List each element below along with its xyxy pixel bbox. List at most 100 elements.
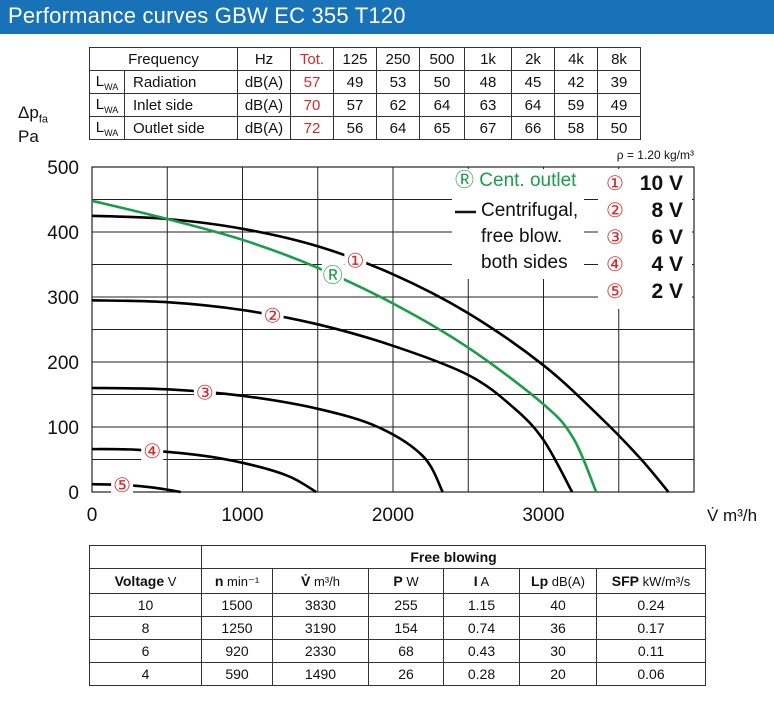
voltage-legend-value: 8 V (651, 199, 683, 222)
x-axis-label: V̇ m³/h (707, 506, 757, 525)
curve-centrifugal (91, 447, 317, 494)
sound-row-value: 63 (464, 93, 512, 117)
free-blowing-cell: 1490 (272, 662, 369, 686)
sound-row-value: 50 (597, 116, 641, 140)
sound-table-header-cell: 2k (511, 47, 555, 71)
sound-row-value: 64 (511, 93, 555, 117)
free-blowing-cell: 0.74 (443, 616, 520, 640)
x-tick-label: 2000 (372, 505, 414, 526)
x-tick-label: 1000 (221, 505, 263, 526)
sound-row-value: 66 (511, 116, 555, 140)
sound-power-table: Frequency Hz Tot. 125 250 500 1k 2k 4k 8k LWA Radia… (89, 47, 641, 140)
sound-row-value: 58 (554, 116, 598, 140)
free-blowing-cell: 8 (89, 616, 202, 640)
sound-row-value: 65 (419, 116, 465, 140)
curve-label: ⑤ (113, 475, 131, 497)
sound-row-value: 45 (511, 70, 555, 94)
voltage-legend-value: 10 V (640, 172, 683, 195)
free-blowing-row: 4 590 1490 26 0.28 20 0.06 (89, 662, 706, 686)
sound-row-label: Radiation (124, 70, 238, 94)
curve-label: ② (264, 306, 282, 328)
free-blowing-row: 8 1250 3190 154 0.74 36 0.17 (89, 616, 706, 640)
voltage-legend-value: 2 V (651, 280, 683, 303)
free-blowing-header-cell: Voltage V (89, 568, 202, 594)
y-tick-label: 200 (47, 353, 79, 374)
sound-row-value: 59 (554, 93, 598, 117)
voltage-legend-mark: ② (606, 200, 624, 222)
sound-row-label: Outlet side (124, 116, 238, 140)
curve-label-bg (261, 304, 284, 327)
sound-table-header-cell: Frequency (89, 47, 238, 71)
x-tick-label: 3000 (522, 505, 564, 526)
y-tick-label: 500 (47, 158, 79, 179)
sound-row-total: 57 (290, 70, 334, 94)
legend-box (452, 169, 584, 279)
voltage-legend-mark: ④ (606, 254, 624, 276)
curve-label: ① (346, 250, 364, 272)
sound-row-value: 39 (597, 70, 641, 94)
sound-row-value: 57 (333, 93, 377, 117)
y-tick-label: 400 (47, 223, 79, 244)
page-title: Performance curves GBW EC 355 T120 (8, 3, 406, 28)
lwa-symbol: LWA (89, 116, 125, 140)
free-blowing-cell: 1500 (201, 593, 273, 617)
curve-label-bg (141, 440, 164, 463)
free-blowing-cell: 0.06 (596, 662, 706, 686)
voltage-legend-mark: ③ (606, 227, 624, 249)
free-blowing-cell: 255 (368, 593, 444, 617)
free-blowing-header-cell: SFP kW/m³/s (596, 568, 706, 594)
curve-centrifugal (91, 386, 444, 493)
curve-label-bg (321, 263, 344, 286)
curve-label: ④ (143, 441, 161, 463)
voltage-legend-box (598, 169, 692, 309)
free-blowing-cell: 3830 (272, 593, 369, 617)
legend-outlet-label: Ⓡ Cent. outlet (455, 169, 577, 191)
sound-row-value: 67 (464, 116, 512, 140)
x-tick-label: 0 (87, 505, 98, 526)
y-axis-unit: Pa (18, 127, 39, 147)
sound-table-header-cell: 500 (419, 47, 465, 71)
curve-label: ③ (196, 383, 214, 405)
sound-row-value: 49 (333, 70, 377, 94)
y-axis-label: Δpfa Pa (18, 103, 48, 147)
free-blowing-header-cell: Lp dB(A) (519, 568, 597, 594)
sound-row-unit: dB(A) (237, 70, 291, 94)
curve-centrifugal (91, 299, 574, 493)
free-blowing-cell: 6 (89, 639, 202, 663)
free-blowing-cell: 3190 (272, 616, 369, 640)
free-blowing-cell: 36 (519, 616, 597, 640)
sound-row-label: Inlet side (124, 93, 238, 117)
voltage-legend-value: 4 V (651, 253, 683, 276)
curve-outlet (91, 199, 598, 493)
density-note: ρ = 1.20 kg/m³ (617, 148, 694, 162)
free-blowing-cell: 10 (89, 593, 202, 617)
sound-table-header-cell: 125 (333, 47, 377, 71)
legend-centrifugal-label: Centrifugal, (481, 200, 578, 221)
legend-centrifugal-label: free blow. (481, 226, 562, 247)
performance-chart: 0 1000 2000 3000 0 100 200 300 400 500 V̇ m³/h ρ = … (47, 148, 757, 526)
free-blowing-header-cell: I A (443, 568, 520, 594)
sound-table-header-cell: 8k (597, 47, 641, 71)
free-blowing-cell: 68 (368, 639, 444, 663)
y-tick-label: 300 (47, 288, 79, 309)
voltage-legend-mark: ⑤ (606, 281, 624, 303)
sound-row-value: 53 (376, 70, 420, 94)
sound-row-value: 50 (419, 70, 465, 94)
sound-row-value: 56 (333, 116, 377, 140)
curve-label: Ⓡ (323, 264, 343, 287)
free-blowing-header-cell: V̇ m³/h (272, 568, 369, 594)
legend-centrifugal-label: both sides (481, 252, 568, 273)
sound-table-header-cell: Tot. (290, 47, 334, 71)
curve-label-bg (111, 473, 134, 496)
voltage-legend-value: 6 V (651, 226, 683, 249)
sound-table-header-cell: 250 (376, 47, 420, 71)
sound-row-value: 64 (419, 93, 465, 117)
free-blowing-cell: 0.17 (596, 616, 706, 640)
lwa-symbol: LWA (89, 70, 125, 94)
free-blowing-group-header: Free blowing (201, 545, 706, 569)
free-blowing-cell: 20 (519, 662, 597, 686)
free-blowing-cell: 0.28 (443, 662, 520, 686)
sound-table-header-cell: Hz (237, 47, 291, 71)
free-blowing-cell: 30 (519, 639, 597, 663)
